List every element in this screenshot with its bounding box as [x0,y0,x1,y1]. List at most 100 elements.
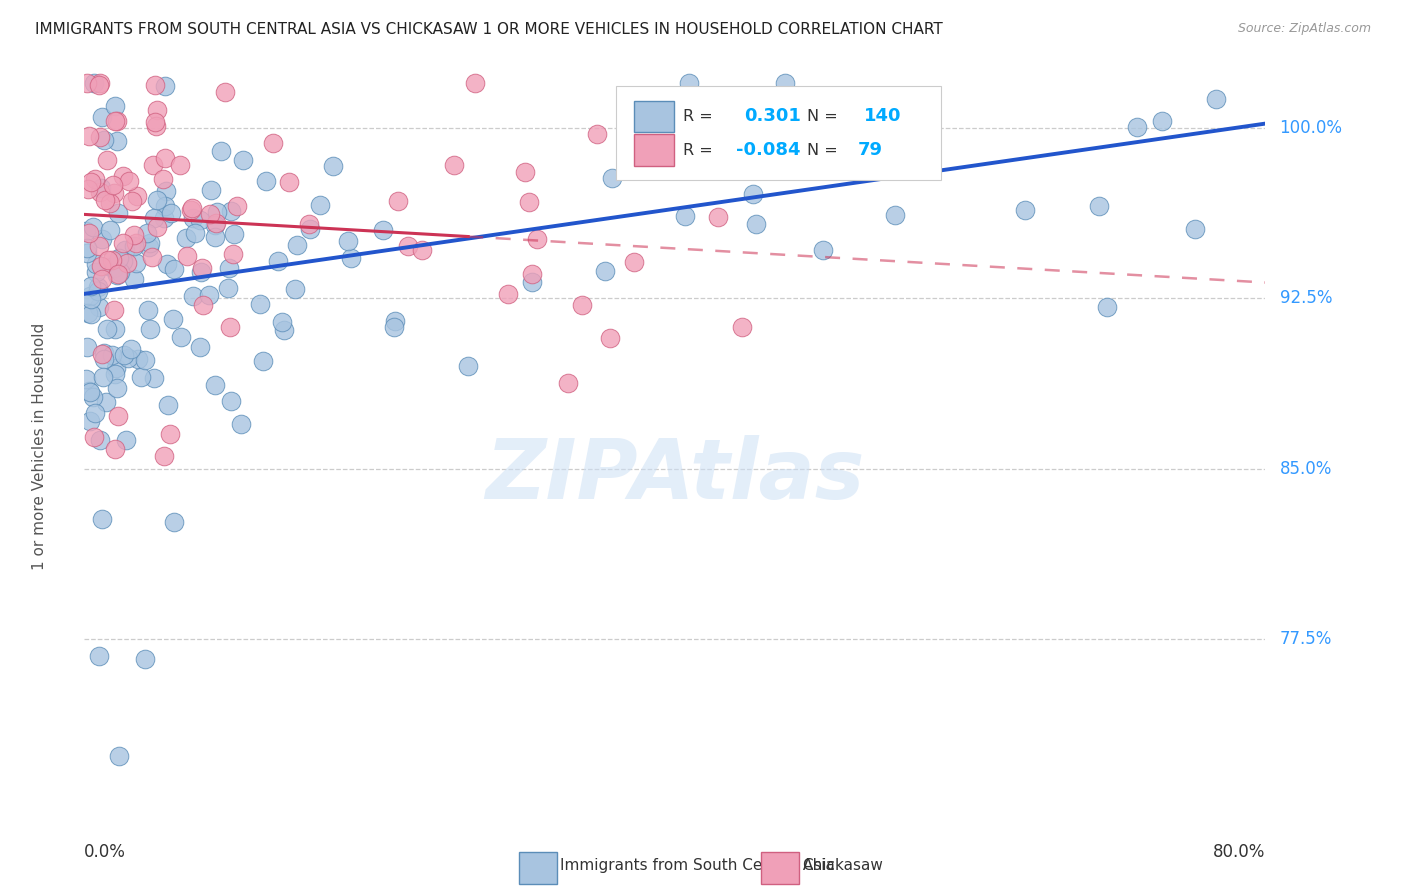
Point [80,292,103,306]
Point [193,298,215,312]
Point [443,157,465,171]
Point [142,158,165,172]
Point [117,351,139,366]
Point [308,198,330,212]
Point [143,115,166,129]
Point [299,221,322,235]
Point [86,279,108,293]
Point [105,268,128,283]
Point [298,217,321,231]
Text: Source: ZipAtlas.com: Source: ZipAtlas.com [1237,22,1371,36]
Point [382,319,405,334]
Point [118,174,141,188]
Point [205,205,228,219]
Point [112,254,135,268]
Point [124,271,146,285]
Point [176,230,198,244]
Point [262,136,284,150]
Point [98,195,121,210]
Point [79,384,101,399]
Point [101,348,124,362]
Point [183,211,205,226]
Point [84,257,107,271]
Point [522,275,544,289]
Point [91,512,114,526]
Point [89,300,111,314]
Point [79,129,101,144]
Point [152,172,174,186]
Point [517,194,540,209]
Point [84,265,107,279]
Point [322,159,344,173]
Point [457,359,479,374]
Point [526,232,548,246]
Point [217,281,239,295]
Point [105,114,128,128]
Point [146,103,169,117]
Point [169,158,191,172]
Point [125,235,148,250]
Point [134,651,156,665]
Point [108,251,131,265]
Point [87,78,110,93]
Point [153,449,176,463]
Point [219,393,242,408]
Point [163,261,186,276]
Point [204,219,226,233]
Point [1014,203,1036,218]
Point [98,223,121,237]
Point [229,417,252,432]
Point [1205,91,1227,105]
Text: 140: 140 [863,107,901,125]
Point [115,256,138,270]
Point [731,320,754,334]
Point [134,352,156,367]
Point [707,210,730,224]
Text: Immigrants from South Central Asia: Immigrants from South Central Asia [561,858,835,873]
Point [127,352,149,367]
Point [90,272,112,286]
Point [200,182,222,196]
Point [96,322,118,336]
Point [180,203,202,218]
Point [125,256,148,270]
Point [80,175,103,189]
Point [1152,114,1174,128]
Point [520,268,543,282]
Point [107,134,129,148]
FancyBboxPatch shape [634,135,673,166]
Point [232,153,254,167]
Point [678,76,700,90]
Point [285,237,308,252]
Point [104,98,127,112]
Point [198,207,221,221]
Point [129,369,152,384]
Point [136,303,159,318]
Point [104,367,127,381]
Point [100,260,122,274]
Point [811,244,834,258]
Point [1184,222,1206,236]
Point [107,267,129,281]
Point [103,302,125,317]
Point [153,151,176,165]
Point [219,319,242,334]
Point [773,76,796,90]
Point [387,194,409,208]
Point [249,297,271,311]
Text: -0.084: -0.084 [737,141,801,159]
Point [94,395,117,409]
Point [266,254,288,268]
Point [277,175,299,189]
Point [104,322,127,336]
Point [107,409,129,423]
Point [146,193,169,207]
Point [593,263,616,277]
Point [82,220,104,235]
Point [181,201,204,215]
Point [143,78,166,92]
Point [77,306,100,320]
Text: 92.5%: 92.5% [1279,289,1331,308]
Point [75,372,97,386]
Point [101,252,124,267]
